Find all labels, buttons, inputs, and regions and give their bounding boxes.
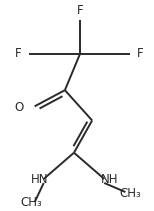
Text: F: F	[15, 47, 22, 60]
Text: HN: HN	[31, 173, 49, 187]
Text: F: F	[77, 4, 83, 16]
Text: O: O	[14, 101, 23, 114]
Text: F: F	[137, 47, 143, 60]
Text: CH₃: CH₃	[20, 196, 42, 209]
Text: CH₃: CH₃	[120, 187, 142, 200]
Text: NH: NH	[101, 173, 118, 187]
